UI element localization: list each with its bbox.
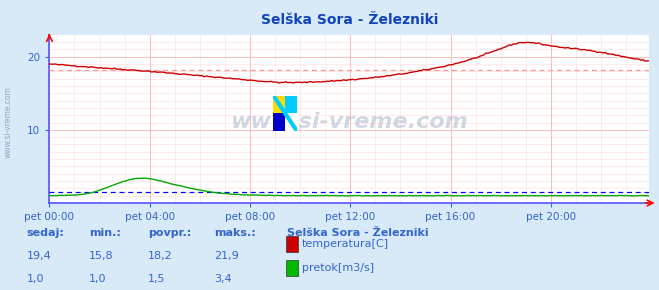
Text: sedaj:: sedaj:	[26, 228, 64, 238]
Text: maks.:: maks.:	[214, 228, 256, 238]
Text: 21,9: 21,9	[214, 251, 239, 261]
Text: 1,0: 1,0	[89, 274, 107, 284]
Text: 18,2: 18,2	[148, 251, 173, 261]
Text: temperatura[C]: temperatura[C]	[302, 240, 389, 249]
Text: www.si-vreme.com: www.si-vreme.com	[231, 112, 468, 132]
Bar	[285, 96, 297, 113]
Text: min.:: min.:	[89, 228, 121, 238]
Bar	[285, 113, 297, 130]
Bar	[273, 113, 285, 130]
Bar	[273, 96, 285, 113]
Text: 19,4: 19,4	[26, 251, 51, 261]
Text: 3,4: 3,4	[214, 274, 232, 284]
Text: 1,0: 1,0	[26, 274, 44, 284]
Text: 1,5: 1,5	[148, 274, 166, 284]
Text: 15,8: 15,8	[89, 251, 113, 261]
Text: pretok[m3/s]: pretok[m3/s]	[302, 263, 374, 273]
Text: povpr.:: povpr.:	[148, 228, 192, 238]
Text: Selška Sora - Železniki: Selška Sora - Železniki	[260, 13, 438, 27]
Text: www.si-vreme.com: www.si-vreme.com	[3, 86, 13, 158]
Text: Selška Sora - Železniki: Selška Sora - Železniki	[287, 228, 428, 238]
